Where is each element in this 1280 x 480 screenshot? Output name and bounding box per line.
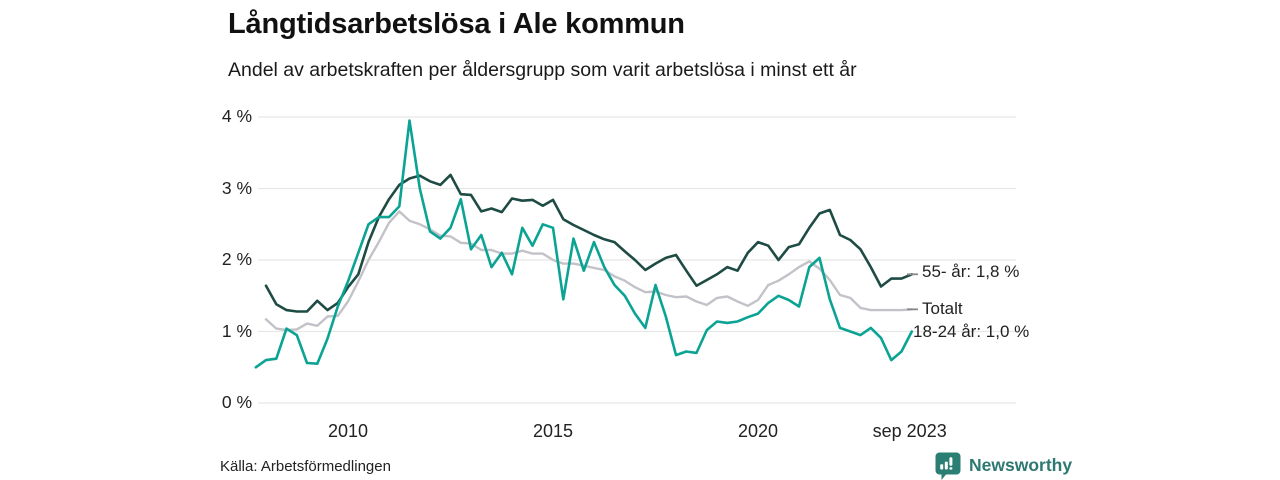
newsworthy-logo-icon xyxy=(935,452,961,480)
brand-name: Newsworthy xyxy=(969,455,1073,475)
page-title: Långtidsarbetslösa i Ale kommun xyxy=(228,8,685,40)
logo-exclamation-bar xyxy=(949,457,953,466)
y-tick-label: 4 % xyxy=(221,106,252,126)
x-tick-label: 2010 xyxy=(327,421,369,441)
x-tick-label: 2020 xyxy=(737,421,779,441)
series-label-totalt: Totalt xyxy=(922,299,963,318)
logo-bar-1 xyxy=(940,464,944,470)
source-note: Källa: Arbetsförmedlingen xyxy=(220,458,391,475)
y-tick-label: 1 % xyxy=(221,320,252,341)
page-subtitle: Andel av arbetskraften per åldersgrupp s… xyxy=(228,59,857,81)
series-line-55-r xyxy=(264,173,914,313)
logo-bubble xyxy=(935,452,961,480)
y-tick-label: 0 % xyxy=(221,392,252,412)
series-label-55-ar: 55- år: 1,8 % xyxy=(922,262,1020,281)
y-tick-label: 2 % xyxy=(221,249,252,269)
series-label-18-24-ar: 18-24 år: 1,0 % xyxy=(913,322,1030,341)
x-tick-label: sep 2023 xyxy=(872,421,947,441)
series-line-18-24-r xyxy=(254,119,914,369)
brand-logo: Newsworthy xyxy=(934,451,1072,480)
logo-bar-2 xyxy=(944,461,948,470)
logo-exclamation-dot xyxy=(949,467,953,470)
series-line-Totalt xyxy=(264,210,913,332)
x-tick-label: 2015 xyxy=(532,421,574,441)
y-tick-label: 3 % xyxy=(221,177,252,198)
